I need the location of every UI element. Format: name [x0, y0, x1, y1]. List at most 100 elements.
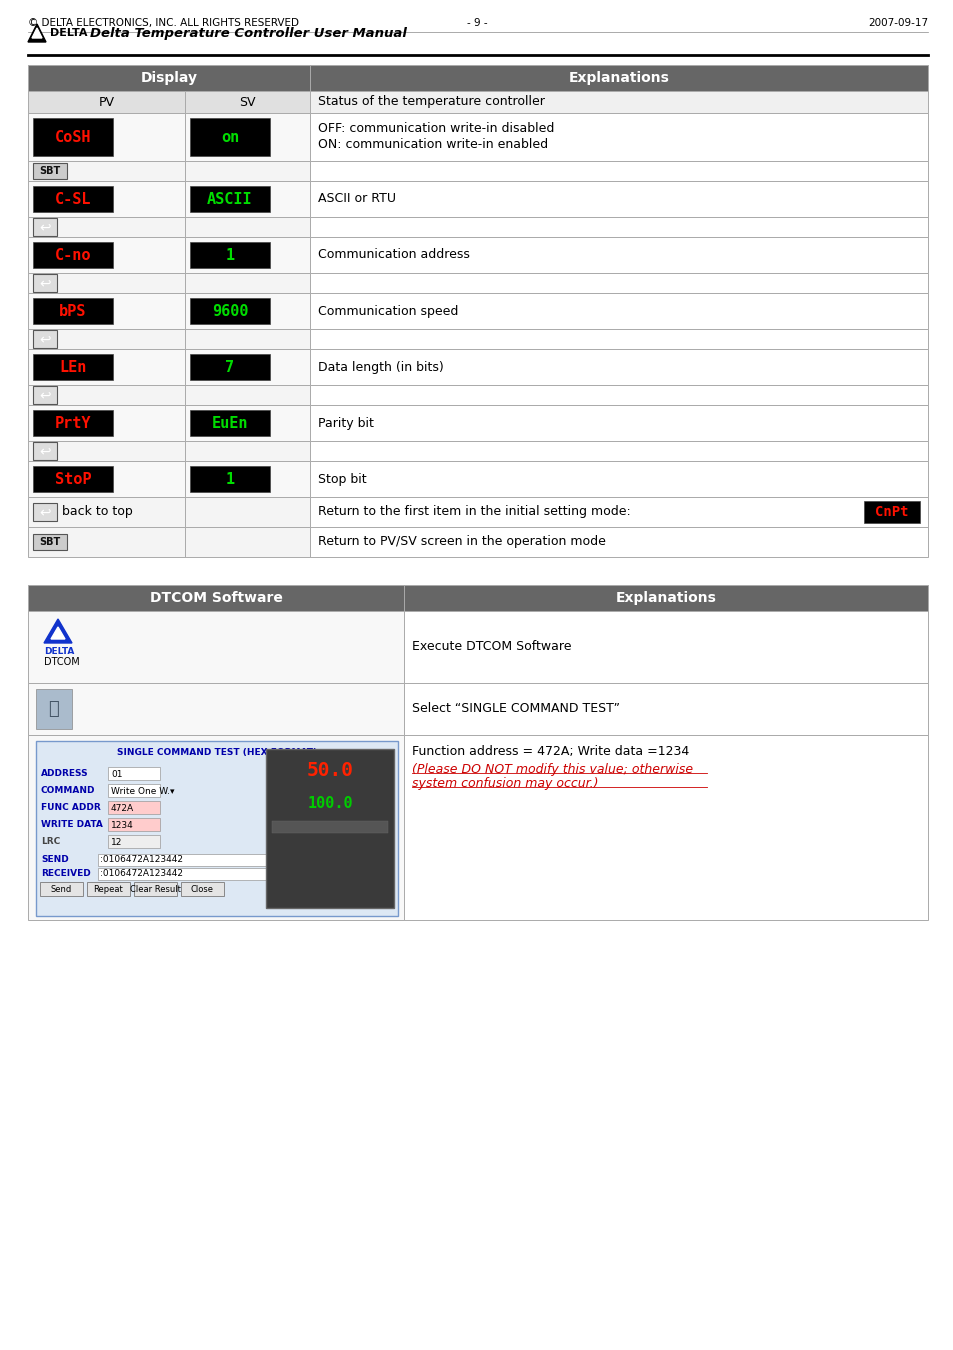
Bar — [185, 217, 310, 238]
Bar — [185, 113, 310, 161]
Text: LEn: LEn — [59, 359, 87, 374]
Bar — [108, 818, 160, 832]
Bar — [185, 238, 310, 273]
Text: 1: 1 — [225, 247, 234, 262]
Bar — [33, 354, 112, 379]
Bar — [185, 293, 310, 329]
Text: Stop bit: Stop bit — [317, 472, 366, 486]
Bar — [28, 683, 403, 734]
Bar — [28, 293, 185, 329]
Bar — [28, 497, 185, 526]
Bar — [28, 238, 185, 273]
Text: 2007-09-17: 2007-09-17 — [867, 18, 927, 28]
Text: ↩: ↩ — [39, 332, 51, 346]
Bar — [185, 90, 310, 113]
Bar — [310, 238, 927, 273]
Bar — [28, 161, 185, 181]
Bar — [33, 117, 112, 157]
Text: :0106472A123442: :0106472A123442 — [100, 855, 183, 864]
Polygon shape — [51, 626, 65, 639]
Bar — [28, 181, 185, 217]
Bar — [33, 217, 57, 236]
Text: LRC: LRC — [41, 837, 60, 846]
Bar — [403, 683, 927, 734]
Bar — [310, 113, 927, 161]
Bar — [33, 298, 112, 324]
Bar — [310, 293, 927, 329]
Text: EuEn: EuEn — [212, 416, 248, 431]
Text: SINGLE COMMAND TEST (HEX FORMAT): SINGLE COMMAND TEST (HEX FORMAT) — [117, 748, 316, 757]
Text: DELTA: DELTA — [50, 28, 88, 38]
Text: bPS: bPS — [59, 304, 87, 319]
Bar — [33, 466, 112, 491]
Text: ↩: ↩ — [39, 444, 51, 458]
Bar — [28, 612, 403, 683]
Text: Close: Close — [191, 884, 213, 894]
Bar — [28, 585, 403, 612]
Bar — [28, 113, 185, 161]
Text: Select “SINGLE COMMAND TEST”: Select “SINGLE COMMAND TEST” — [412, 702, 619, 716]
Bar — [28, 460, 185, 497]
Text: COMMAND: COMMAND — [41, 786, 95, 795]
Bar — [185, 385, 310, 405]
Text: Return to the first item in the initial setting mode:: Return to the first item in the initial … — [317, 505, 630, 518]
Bar — [28, 329, 185, 350]
Bar — [28, 441, 185, 460]
Bar — [185, 441, 310, 460]
Bar — [28, 734, 403, 919]
Text: Send: Send — [51, 884, 72, 894]
Bar — [310, 329, 927, 350]
Bar — [185, 526, 310, 558]
Text: (Please DO NOT modify this value; otherwise: (Please DO NOT modify this value; otherw… — [412, 763, 693, 776]
Text: SBT: SBT — [39, 166, 61, 176]
Bar — [28, 385, 185, 405]
Bar — [190, 410, 270, 436]
Text: 472A: 472A — [111, 805, 134, 813]
Bar — [108, 784, 160, 796]
Bar — [185, 273, 310, 293]
Bar — [310, 181, 927, 217]
Bar — [310, 350, 927, 385]
Text: Function address = 472A; Write data =1234: Function address = 472A; Write data =123… — [412, 745, 688, 757]
Bar — [33, 274, 57, 292]
Text: RECEIVED: RECEIVED — [41, 868, 91, 878]
Text: ↩: ↩ — [39, 275, 51, 290]
Text: on: on — [221, 130, 239, 144]
Bar — [310, 441, 927, 460]
Polygon shape — [28, 24, 46, 42]
Bar — [36, 741, 397, 917]
Text: Status of the temperature controller: Status of the temperature controller — [317, 96, 544, 108]
Text: 100.0: 100.0 — [307, 795, 353, 810]
Bar — [190, 186, 270, 212]
Bar — [266, 749, 394, 909]
Bar — [28, 65, 310, 90]
Text: :0106472A123442: :0106472A123442 — [100, 868, 183, 878]
Text: CoSH: CoSH — [54, 130, 91, 144]
Text: 1234: 1234 — [111, 821, 133, 830]
Bar — [403, 734, 927, 919]
Text: Explanations: Explanations — [568, 72, 669, 85]
Text: ↩: ↩ — [39, 505, 51, 518]
Bar — [185, 405, 310, 441]
Bar — [185, 460, 310, 497]
Text: ↩: ↩ — [39, 387, 51, 402]
Text: 12: 12 — [111, 838, 122, 846]
Bar — [181, 882, 224, 896]
Bar — [190, 466, 270, 491]
Text: © DELTA ELECTRONICS, INC. ALL RIGHTS RESERVED: © DELTA ELECTRONICS, INC. ALL RIGHTS RES… — [28, 18, 298, 28]
Bar — [33, 441, 57, 460]
Text: Write One W.▾: Write One W.▾ — [111, 787, 174, 796]
Text: PrtY: PrtY — [54, 416, 91, 431]
Text: back to top: back to top — [62, 505, 132, 518]
Text: DTCOM Software: DTCOM Software — [150, 591, 282, 605]
Bar — [28, 405, 185, 441]
Text: OFF: communication write-in disabled: OFF: communication write-in disabled — [317, 123, 554, 135]
Text: Clear Result: Clear Result — [130, 884, 181, 894]
Bar — [28, 273, 185, 293]
Bar — [190, 117, 270, 157]
Text: Explanations: Explanations — [615, 591, 716, 605]
Bar — [863, 501, 919, 522]
Bar — [33, 186, 112, 212]
Bar — [28, 350, 185, 385]
Text: 9600: 9600 — [212, 304, 248, 319]
